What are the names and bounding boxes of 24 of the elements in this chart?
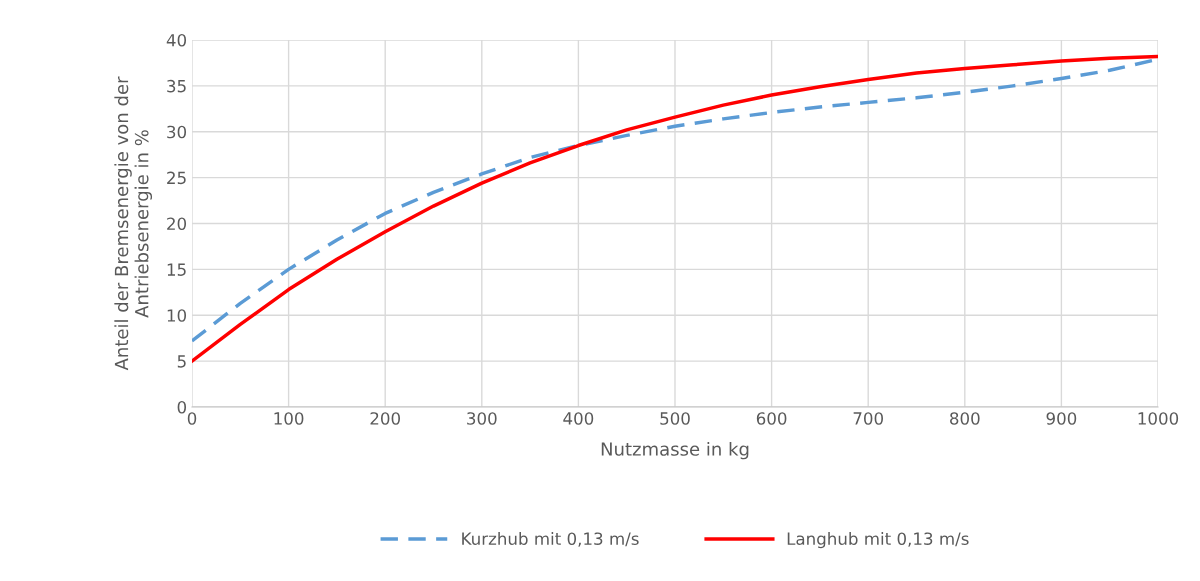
x-tick-label: 400: [563, 412, 594, 425]
x-tick-label: 100: [274, 412, 304, 425]
y-tick-label: 40: [166, 33, 187, 47]
legend-label: Kurzhub mit 0,13 m/s: [462, 532, 639, 547]
y-tick-label: 0: [177, 400, 187, 414]
y-tick-label: 10: [167, 309, 187, 322]
y-tick-label: 35: [167, 79, 186, 93]
y-tick-label: 20: [167, 217, 187, 231]
x-tick-label: 800: [950, 412, 980, 425]
x-axis-title: Nutzmasse in kg: [601, 441, 749, 460]
x-tick-label: 700: [853, 412, 883, 425]
legend-label: Langhub mit 0,13 m/s: [787, 532, 969, 549]
x-tick-label: 900: [1046, 412, 1077, 425]
x-tick-label: 300: [467, 412, 497, 425]
y-tick-label: 5: [177, 355, 186, 368]
y-tick-label: 25: [167, 171, 186, 185]
x-tick-label: 1000: [1138, 412, 1179, 425]
x-tick-label: 600: [756, 412, 787, 425]
x-tick-label: 0: [187, 412, 197, 425]
y-tick-label: 30: [167, 125, 187, 139]
x-tick-label: 500: [660, 412, 690, 425]
y-tick-label: 15: [167, 263, 186, 276]
x-tick-label: 200: [370, 412, 400, 425]
y-axis-title: Anteil der Bremsenergie von der Antriebsenergie in %: [114, 76, 153, 371]
